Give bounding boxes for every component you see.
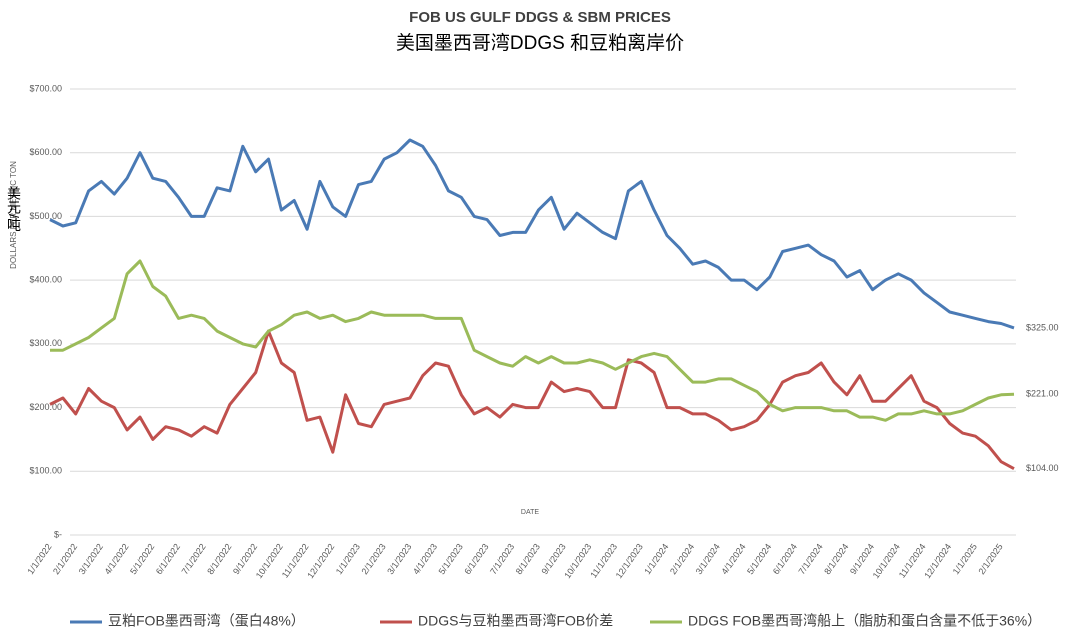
data-label: $325.00 [1026, 322, 1059, 332]
series-line [50, 259, 1015, 422]
chart-title: FOB US GULF DDGS & SBM PRICES [409, 9, 671, 26]
y-tick-label: $500.00 [29, 211, 62, 221]
x-tick-label: 6/1/2022 [154, 542, 182, 576]
y-tick-label: $400.00 [29, 275, 62, 285]
x-tick-label: 4/1/2024 [719, 542, 747, 576]
chart-subtitle: 美国墨西哥湾DDGS 和豆粕离岸价 [396, 32, 684, 54]
x-tick-label: 2/1/2022 [51, 542, 79, 576]
x-tick-label: 1/1/2024 [642, 542, 670, 576]
legend-label: 豆粕FOB墨西哥湾（蛋白48%） [108, 613, 305, 629]
x-tick-label: 9/1/2024 [848, 542, 876, 576]
x-tick-label: 1/1/2022 [25, 542, 53, 576]
legend-label: DDGS FOB墨西哥湾船上（脂肪和蛋白含量不低于36%） [688, 613, 1041, 629]
x-tick-label: 1/1/2025 [951, 542, 979, 576]
y-tick-label: $700.00 [29, 83, 62, 93]
x-tick-label: 7/1/2023 [488, 542, 516, 576]
legend-label: DDGS与豆粕墨西哥湾FOB价差 [418, 613, 613, 629]
x-tick-label: 6/1/2023 [462, 542, 490, 576]
series-line [49, 138, 1015, 330]
x-tick-label: 5/1/2024 [745, 542, 773, 576]
x-tick-label: 4/1/2022 [102, 542, 130, 576]
x-tick-label: 5/1/2022 [128, 542, 156, 576]
y-tick-label: $200.00 [29, 402, 62, 412]
x-tick-label: 3/1/2023 [385, 542, 413, 576]
x-axis-label: DATE [521, 509, 539, 516]
x-tick-label: 9/1/2022 [231, 542, 259, 576]
x-tick-label: 3/1/2022 [77, 542, 105, 576]
x-tick-label: 8/1/2023 [514, 542, 542, 576]
data-label: $104.00 [1026, 463, 1059, 473]
x-tick-label: 8/1/2024 [822, 542, 850, 576]
x-tick-label: 3/1/2024 [694, 542, 722, 576]
x-tick-label: 7/1/2024 [796, 542, 824, 576]
x-tick-label: 9/1/2023 [539, 542, 567, 576]
y-axis-label: DOLLARS PER METRIC TON [9, 161, 18, 269]
x-tick-label: 7/1/2022 [180, 542, 208, 576]
x-tick-label: 2/1/2025 [976, 542, 1004, 576]
x-tick-label: 4/1/2023 [411, 542, 439, 576]
x-tick-label: 8/1/2022 [205, 542, 233, 576]
y-tick-label: $100.00 [29, 466, 62, 476]
data-label: $221.00 [1026, 389, 1059, 399]
x-tick-label: 2/1/2024 [668, 542, 696, 576]
x-tick-label: 5/1/2023 [437, 542, 465, 576]
y-tick-label: $600.00 [29, 147, 62, 157]
y-annotation: 美元/吨 [6, 186, 22, 232]
x-tick-label: 6/1/2024 [771, 542, 799, 576]
y-tick-label: $- [54, 529, 62, 539]
x-tick-label: 1/1/2023 [334, 542, 362, 576]
y-tick-label: $300.00 [29, 338, 62, 348]
x-tick-label: 2/1/2023 [359, 542, 387, 576]
series-line [49, 329, 1015, 471]
